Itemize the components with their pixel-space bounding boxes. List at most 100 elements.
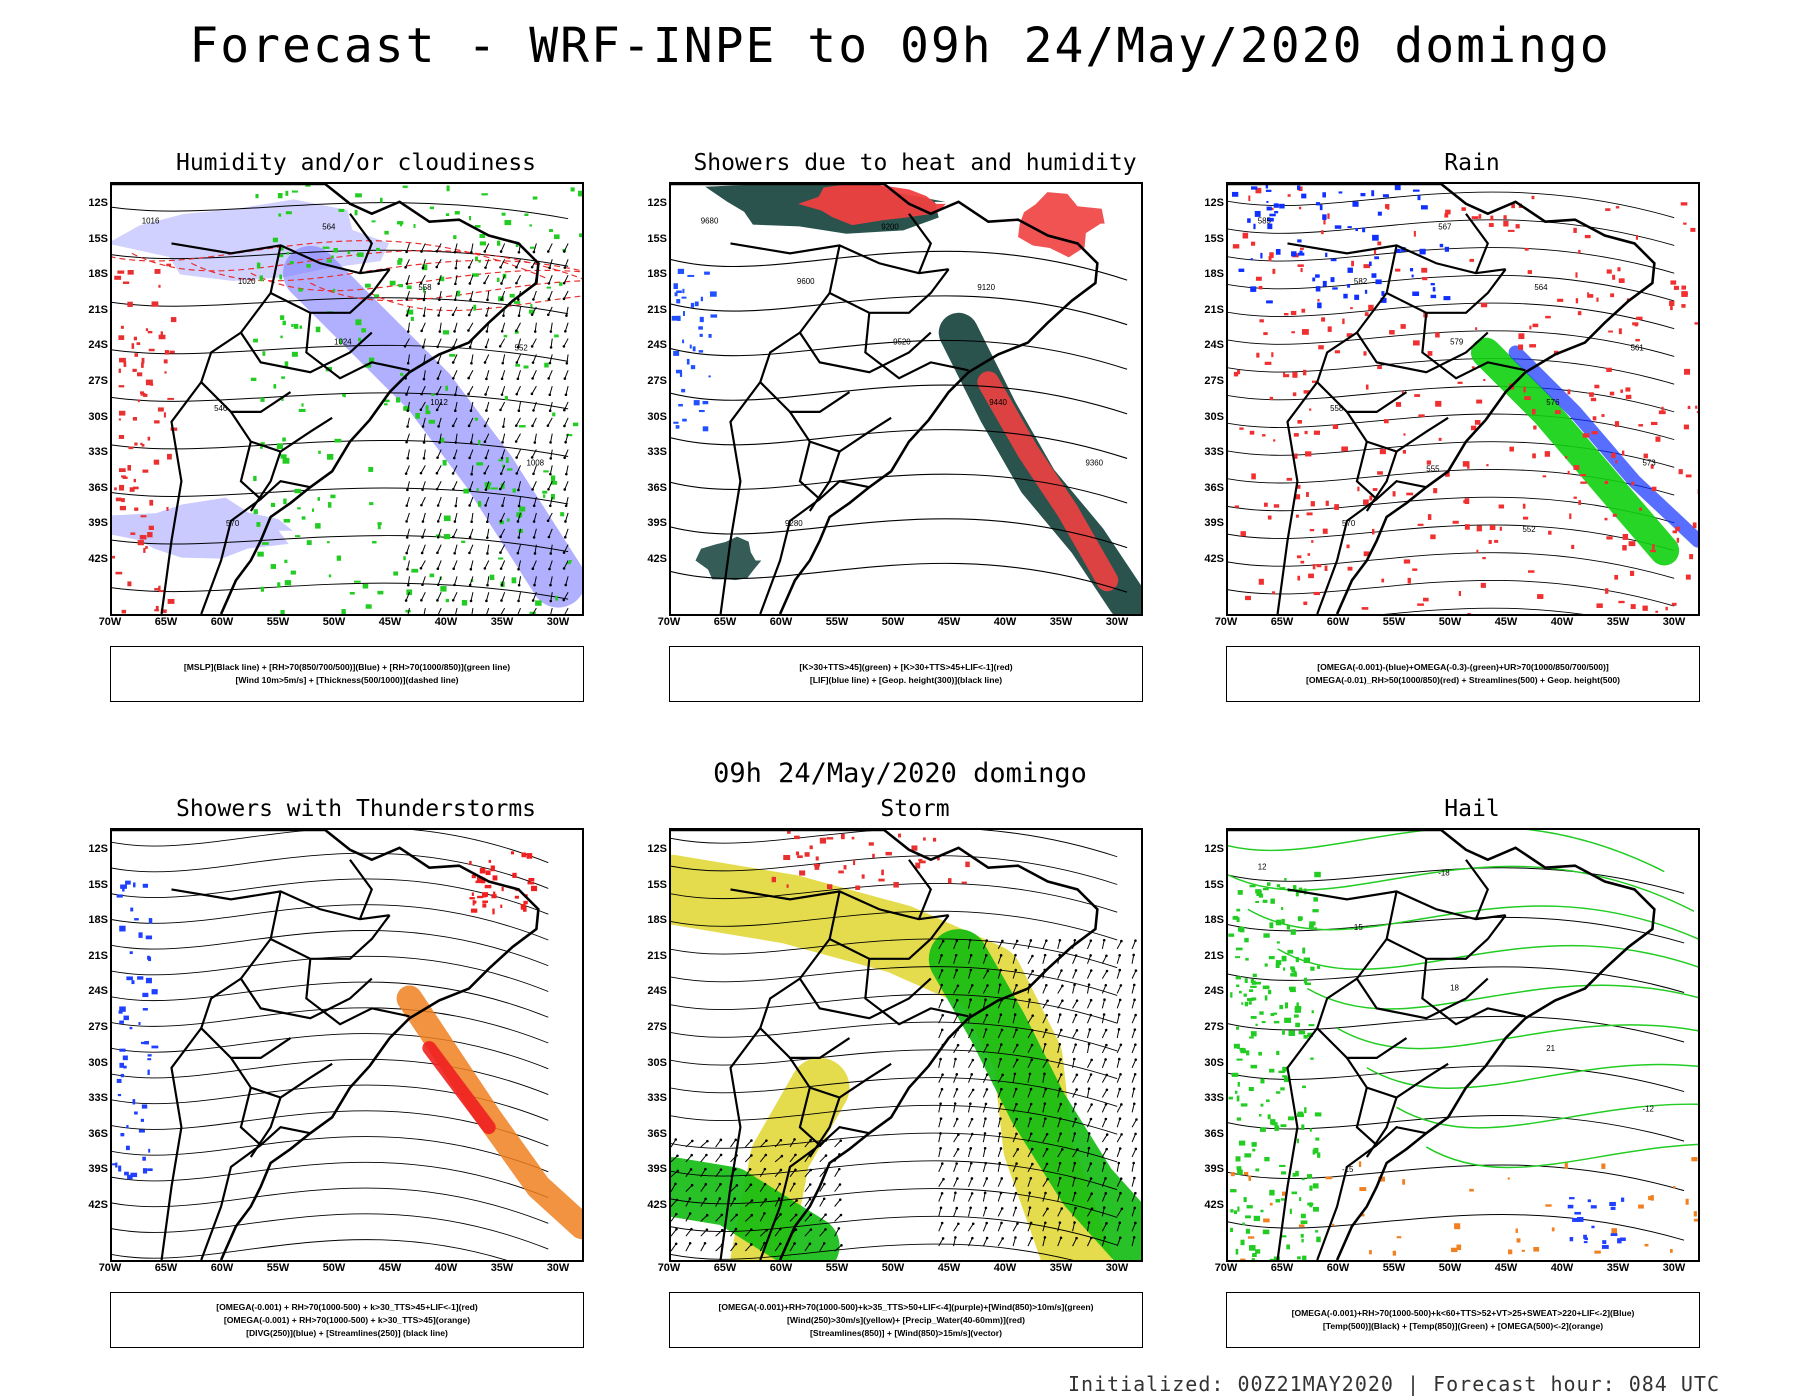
wind-vector: [970, 984, 974, 987]
latitude-tick-label: 27S: [647, 1021, 667, 1033]
wind-vector: [685, 1228, 692, 1237]
wind-vector: [1014, 998, 1017, 1002]
wind-vector: [1042, 1237, 1046, 1247]
wind-vector: [502, 417, 506, 427]
rain-speckle: [1423, 597, 1429, 602]
latitude-tick-label: 12S: [88, 843, 108, 855]
wind-vector: [1075, 1073, 1079, 1077]
wind-vector: [938, 1029, 943, 1039]
wind-vector: [437, 528, 442, 538]
rh-speckle: [255, 194, 259, 199]
wind-vector: [500, 512, 506, 522]
longitude-tick-label: 70W: [1214, 1262, 1238, 1274]
weather-map[interactable]: 12 15 18 21 -12 -15 -18: [1226, 828, 1700, 1262]
wind-vector: [715, 1183, 721, 1192]
wind-vector: [1059, 1132, 1062, 1135]
wind-vector: [954, 1191, 957, 1195]
wind-vector: [730, 1243, 737, 1252]
wind-vector: [1087, 1237, 1092, 1247]
rh-speckle: [532, 196, 538, 200]
omega-speckle: [1551, 1227, 1555, 1232]
rh-speckle: [338, 208, 345, 212]
wind-vector: [470, 520, 473, 524]
wind-vector: [774, 1139, 782, 1148]
map-legend: [MSLP](Black line) + [RH>70(850/700/500)…: [110, 646, 584, 702]
wind-vector: [1042, 1059, 1048, 1069]
wind-vector: [999, 1117, 1002, 1120]
wind-vector: [997, 1118, 1001, 1128]
wind-vector: [671, 1170, 679, 1178]
weather-map[interactable]: 1016 1020 1024 1012 1008 570 564 558 552 546: [110, 182, 584, 616]
rain-speckle: [1589, 392, 1594, 397]
weather-map[interactable]: [669, 828, 1143, 1262]
rh-speckle: [476, 488, 479, 492]
weather-map[interactable]: 9680 9600 9520 9440 9360 9280 9200 9120: [669, 182, 1143, 616]
wind-vector: [1057, 940, 1061, 950]
rain-speckle: [1334, 504, 1339, 510]
temp-850-speckle: [1250, 1031, 1257, 1037]
wind-vector: [407, 576, 410, 586]
rain-speckle: [1650, 549, 1656, 553]
rain-speckle: [1573, 227, 1577, 233]
lif-line: [699, 316, 704, 323]
wind-vector: [1031, 1014, 1035, 1017]
wind-vector: [968, 1029, 973, 1039]
rain-speckle: [1350, 307, 1353, 310]
lif-line: [677, 268, 685, 274]
wind-vector: [706, 1139, 709, 1143]
wind-vector: [484, 274, 490, 284]
wind-vector: [403, 345, 407, 348]
wind-vector: [938, 1207, 942, 1217]
wind-vector: [982, 1089, 988, 1098]
temp-850-speckle: [1237, 1169, 1243, 1175]
divergence-speckle: [142, 1168, 148, 1174]
wind-vector: [839, 1213, 843, 1217]
thickness-speckle: [143, 548, 146, 553]
weather-map[interactable]: [110, 828, 584, 1262]
rain-speckle: [1463, 500, 1468, 504]
wind-vector: [455, 607, 458, 614]
rh-speckle: [453, 235, 457, 240]
wind-vector: [500, 465, 506, 474]
wind-vector: [719, 1182, 722, 1186]
streamline: [1383, 607, 1584, 614]
rain-speckle: [1347, 267, 1353, 273]
wind-vector: [454, 386, 458, 395]
wind-vector: [421, 583, 424, 587]
rh-speckle: [402, 185, 408, 188]
latitude-tick-label: 36S: [647, 1127, 667, 1140]
temp-850-speckle: [1297, 916, 1303, 921]
wind-vector: [405, 440, 408, 444]
temp-850-speckle: [1283, 967, 1286, 971]
rh-speckle: [290, 570, 296, 575]
rain-speckle: [1275, 203, 1278, 206]
wind-vector: [1029, 939, 1033, 942]
rh-speckle: [260, 397, 265, 402]
wind-vector: [688, 1241, 692, 1245]
wind-vector: [675, 1227, 678, 1231]
precip-water-speckle: [878, 878, 885, 882]
latitude-tick-label: 36S: [1204, 1127, 1224, 1140]
longitude-tick-label: 40W: [434, 1262, 458, 1274]
weather-map[interactable]: 585 582 579 576 573 570 567 564 561 558 555 552: [1226, 182, 1700, 616]
divergence-speckle: [125, 880, 131, 885]
longitude-tick-label: 65W: [713, 616, 737, 628]
wind-vector: [822, 1197, 826, 1201]
rain-speckle: [1319, 204, 1323, 211]
temp-850-speckle: [1290, 973, 1296, 977]
wind-vector: [436, 583, 440, 587]
omega-speckle: [1638, 1204, 1644, 1209]
wind-vector: [997, 1059, 1002, 1068]
wind-vector: [967, 955, 972, 964]
longitude-tick-label: 30W: [1662, 1262, 1686, 1274]
wind-vector: [764, 1153, 768, 1157]
omega-speckle: [1456, 1244, 1462, 1251]
panel-title: Humidity and/or cloudiness: [175, 150, 537, 176]
omega-speckle: [1644, 1243, 1649, 1247]
wind-vector: [1031, 954, 1034, 958]
rain-speckle: [1680, 202, 1688, 206]
lif-line: [673, 421, 679, 424]
state-border: [1276, 381, 1319, 614]
rain-speckle: [1291, 251, 1297, 257]
wind-vector: [547, 417, 553, 426]
